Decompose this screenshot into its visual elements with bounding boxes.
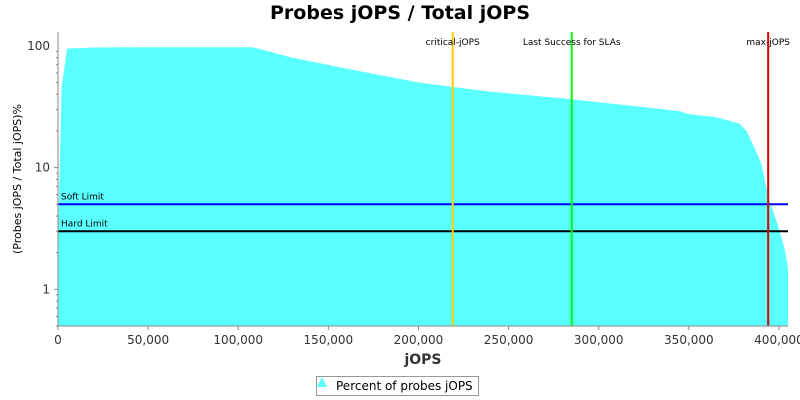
chart-title: Probes jOPS / Total jOPS — [270, 2, 530, 24]
y-tick-label-0: 1 — [42, 282, 50, 296]
y-tick-label-2: 100 — [27, 39, 50, 53]
v-marker-label-0: critical-jOPS — [426, 38, 480, 48]
x-tick-label-5: 250,000 — [484, 333, 534, 347]
x-tick-label-8: 400,000 — [754, 333, 800, 347]
v-marker-label-2: max-jOPS — [746, 38, 790, 48]
h-line-label-0: Soft Limit — [61, 192, 104, 202]
series-area-0 — [58, 47, 788, 326]
x-tick-label-0: 0 — [54, 333, 62, 347]
x-tick-label-4: 200,000 — [394, 333, 444, 347]
y-tick-label-1: 10 — [35, 161, 50, 175]
x-tick-label-7: 350,000 — [664, 333, 714, 347]
x-tick-label-1: 50,000 — [127, 333, 169, 347]
v-marker-label-1: Last Success for SLAs — [523, 38, 621, 48]
x-tick-label-2: 100,000 — [213, 333, 263, 347]
y-axis-label: (Probes jOPS / Total jOPS)% — [11, 104, 24, 254]
legend-swatch-icon — [317, 377, 332, 391]
x-tick-label-3: 150,000 — [304, 333, 354, 347]
legend: Percent of probes jOPS — [316, 376, 479, 396]
h-line-label-1: Hard Limit — [61, 219, 108, 229]
x-tick-label-6: 300,000 — [574, 333, 624, 347]
legend-label: Percent of probes jOPS — [336, 379, 473, 393]
x-axis-label: jOPS — [403, 352, 441, 368]
